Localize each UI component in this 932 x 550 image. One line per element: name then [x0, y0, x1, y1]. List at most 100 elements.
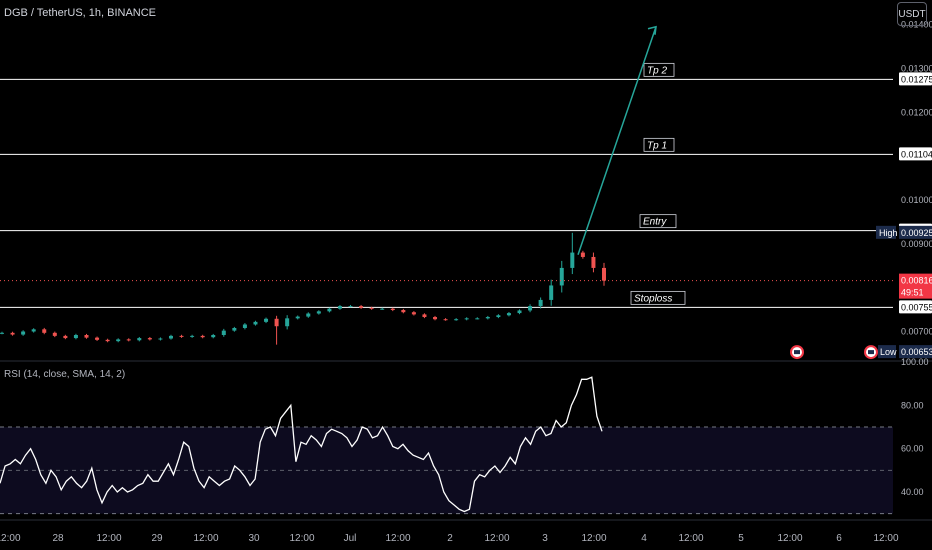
level-label-box: [643, 62, 675, 77]
candle-body: [475, 318, 480, 320]
candle-body: [570, 252, 575, 268]
time-axis-tick: 12:00: [385, 533, 410, 544]
level-label: Entry: [643, 217, 667, 228]
time-axis-tick: 12:00: [193, 533, 218, 544]
candle-body: [0, 332, 4, 334]
candle-body: [116, 339, 121, 342]
time-axis-tick: 12:00: [777, 533, 802, 544]
price-axis-tick: 0.01000: [901, 195, 932, 205]
candle-body: [380, 308, 385, 310]
candle-body: [274, 318, 279, 327]
level-price-tag: [899, 72, 932, 86]
time-axis-tick: 12:00: [873, 533, 898, 544]
level-label-box: [643, 137, 675, 152]
candle-body: [253, 321, 258, 325]
candle-body: [517, 310, 522, 314]
candle-body: [549, 285, 554, 300]
candle-body: [158, 338, 163, 340]
candle-body: [580, 252, 585, 257]
last-price-tag: [899, 273, 932, 299]
time-axis-tick: 12:00: [484, 533, 509, 544]
level-price-tag-label: 0.01275: [901, 74, 932, 84]
candle-body: [359, 306, 364, 308]
candle-body: [137, 338, 142, 341]
time-axis-tick: 3: [542, 533, 548, 544]
price-axis-tick: 0.01400: [901, 20, 932, 30]
target-arrow-head: [647, 25, 657, 35]
event-flag-icon-detail: [868, 350, 874, 355]
high-label-box: [876, 225, 896, 239]
candle-body: [464, 318, 469, 320]
time-axis-tick: 12:00: [0, 533, 21, 544]
target-arrow-line: [577, 26, 657, 256]
candle-body: [63, 335, 68, 339]
candle-body: [506, 313, 511, 316]
time-axis-tick: 6: [836, 533, 842, 544]
candle-body: [264, 318, 269, 322]
candle-body: [147, 338, 152, 340]
price-axis-tick: 0.01300: [901, 63, 932, 73]
rsi-axis-tick: 100.00: [901, 357, 929, 367]
rsi-axis-tick: 60.00: [901, 444, 924, 454]
time-axis-tick: 28: [52, 533, 64, 544]
candle-body: [242, 324, 247, 328]
candle-body: [559, 267, 564, 286]
candle-body: [232, 327, 237, 331]
time-axis-tick: 12:00: [96, 533, 121, 544]
low-label-box: [878, 345, 896, 359]
high-label: High: [879, 228, 898, 238]
candle-body: [31, 329, 36, 332]
candle-body: [21, 331, 26, 335]
candle-body: [84, 335, 89, 338]
candle-body: [422, 314, 427, 318]
symbol-title[interactable]: DGB / TetherUS, 1h, BINANCE: [4, 7, 157, 19]
time-axis-tick: 29: [151, 533, 163, 544]
candle-body: [42, 329, 47, 333]
candle-body: [295, 316, 300, 319]
level-label-box: [639, 214, 677, 229]
rsi-indicator-title[interactable]: RSI (14, close, SMA, 14, 2): [4, 369, 126, 380]
currency-button[interactable]: USDT: [897, 2, 927, 26]
price-axis-tick: 0.00700: [901, 326, 932, 336]
level-price-tag-label: 0.01104: [901, 149, 932, 159]
time-axis-tick: 5: [738, 533, 744, 544]
level-price-tag: [899, 147, 932, 161]
rsi-axis-tick: 40.00: [901, 487, 924, 497]
level-label: Tp 2: [647, 65, 667, 76]
candle-body: [73, 335, 78, 339]
event-flag-icon-detail: [794, 350, 800, 355]
candle-body: [390, 308, 395, 311]
candle-body: [105, 339, 110, 342]
low-label: Low: [880, 347, 897, 357]
candle-body: [369, 307, 374, 309]
time-axis-tick: 12:00: [289, 533, 314, 544]
price-axis-tick: 0.01200: [901, 107, 932, 117]
candle-body: [327, 308, 332, 312]
candle-countdown: 49:51: [901, 288, 924, 298]
time-axis-tick: 12:00: [678, 533, 703, 544]
candle-body: [168, 335, 173, 339]
candle-body: [443, 319, 448, 321]
time-axis-tick: Jul: [344, 533, 357, 544]
level-price-tag: [899, 300, 932, 314]
candle-body: [190, 335, 195, 337]
high-price-tag: [899, 225, 932, 239]
candle-body: [401, 310, 406, 313]
candle-body: [285, 318, 290, 327]
candle-body: [52, 332, 57, 336]
candle-body: [316, 311, 321, 314]
level-price-tag-label: 0.00755: [901, 302, 932, 312]
time-axis-tick: 30: [248, 533, 260, 544]
candle-body: [496, 315, 501, 318]
level-label: Stoploss: [634, 293, 672, 304]
candle-body: [337, 306, 342, 309]
low-price-tag: [899, 345, 932, 359]
candle-body: [485, 317, 490, 319]
candle-body: [211, 335, 216, 338]
high-price-tag-label: 0.00925: [901, 228, 932, 238]
candle-body: [306, 313, 311, 317]
candle-body: [528, 306, 533, 311]
time-axis-tick: 12:00: [581, 533, 606, 544]
candle-body: [179, 335, 184, 337]
